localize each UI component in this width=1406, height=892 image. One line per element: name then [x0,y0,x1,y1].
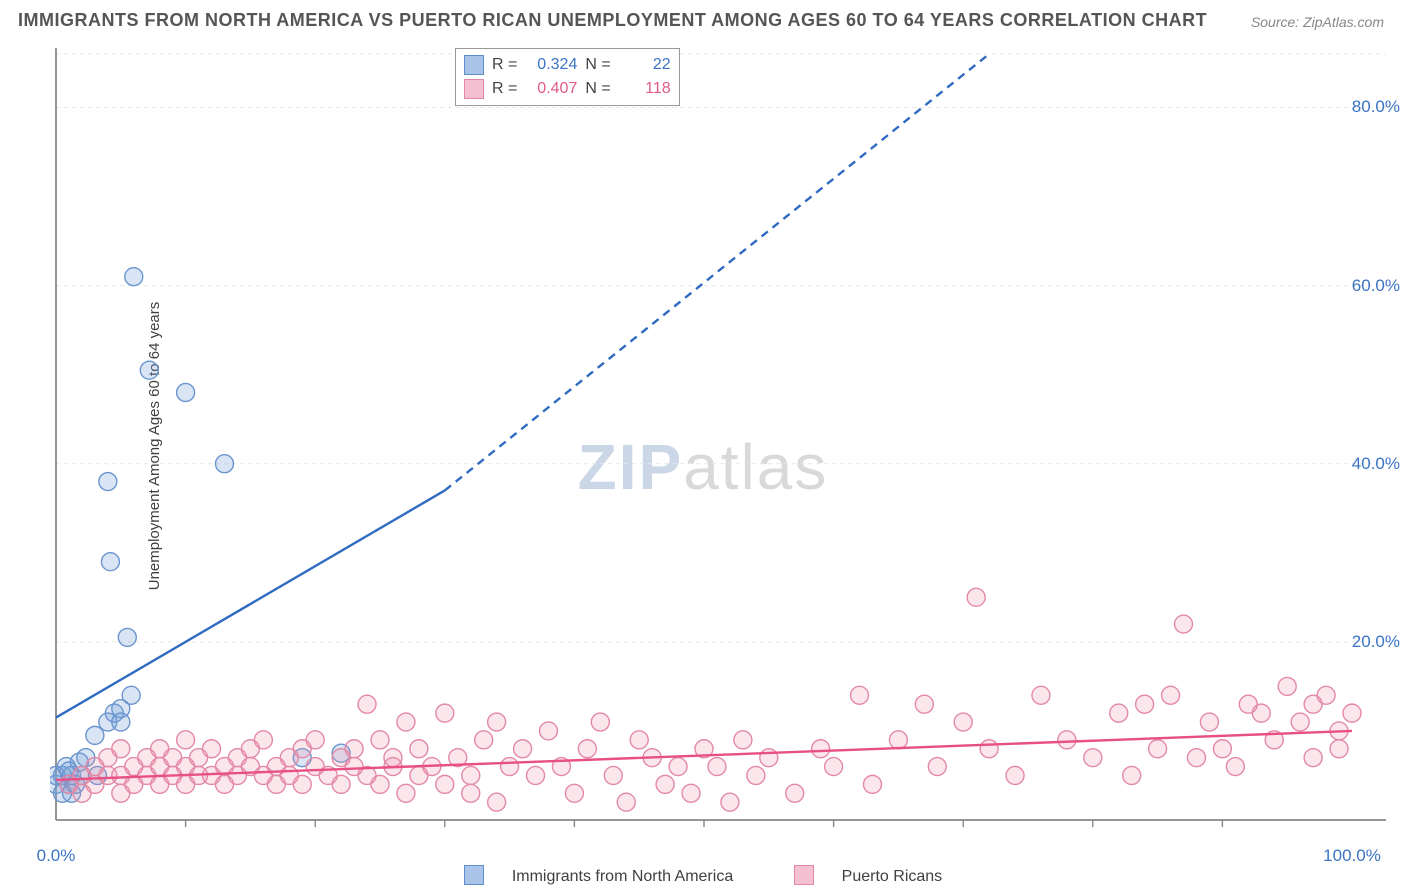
x-tick-label: 100.0% [1323,846,1381,866]
legend-swatch-blue [464,865,484,885]
stat-n-pink: 118 [617,80,671,98]
y-tick-label: 40.0% [1352,454,1400,474]
stat-n-blue: 22 [617,56,671,74]
chart-container: IMMIGRANTS FROM NORTH AMERICA VS PUERTO … [0,0,1406,892]
swatch-blue [464,55,484,75]
stat-r-label2: R = [492,80,517,98]
legend-label-pink: Puerto Ricans [842,868,943,885]
swatch-pink [464,79,484,99]
stat-r-blue: 0.324 [523,56,577,74]
legend-item-blue: Immigrants from North America [450,868,747,885]
legend-item-pink: Puerto Ricans [780,868,957,885]
plot-area [50,42,1390,842]
x-tick-label: 0.0% [37,846,76,866]
stat-r-label: R = [492,56,517,74]
stats-row-blue: R = 0.324 N = 22 [464,53,671,77]
stat-n-label2: N = [585,80,610,98]
y-tick-label: 80.0% [1352,97,1400,117]
stat-n-label: N = [585,56,610,74]
legend-bottom: Immigrants from North America Puerto Ric… [0,865,1406,886]
plot-svg [50,42,1390,842]
chart-title: IMMIGRANTS FROM NORTH AMERICA VS PUERTO … [18,10,1207,31]
y-tick-label: 20.0% [1352,632,1400,652]
stats-row-pink: R = 0.407 N = 118 [464,77,671,101]
legend-swatch-pink [794,865,814,885]
stat-r-pink: 0.407 [523,80,577,98]
legend-label-blue: Immigrants from North America [512,868,733,885]
source-label: Source: ZipAtlas.com [1251,14,1384,30]
stats-box: R = 0.324 N = 22 R = 0.407 N = 118 [455,48,680,106]
y-tick-label: 60.0% [1352,276,1400,296]
